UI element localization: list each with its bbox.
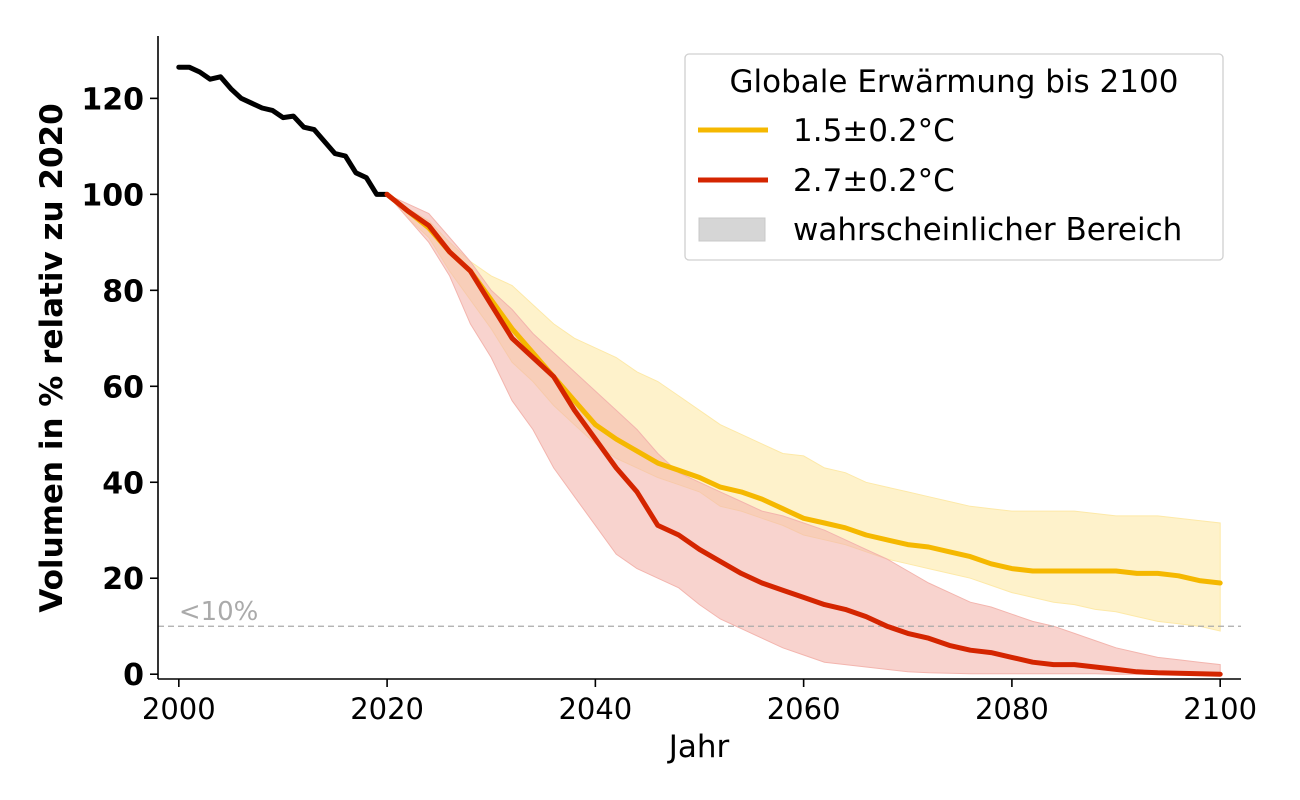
legend-label-2-7: 2.7±0.2°C	[793, 163, 955, 199]
threshold-label: <10%	[179, 597, 259, 627]
series-lines	[176, 64, 1223, 677]
y-tick-label: 60	[102, 370, 144, 405]
x-tick-label: 2040	[558, 692, 632, 726]
y-tick-label: 40	[102, 466, 144, 501]
legend-label-range: wahrscheinlicher Bereich	[793, 212, 1182, 248]
y-tick-label: 20	[102, 562, 144, 597]
series-line-2-7	[384, 191, 1223, 677]
legend-swatch-range	[698, 217, 766, 242]
y-tick-label: 80	[102, 274, 144, 309]
x-ticks: 2000 2020 2040 2060 2080 2100	[142, 679, 1257, 726]
y-axis-title: Volumen in % relativ zu 2020	[34, 103, 70, 612]
x-tick-label: 2100	[1183, 692, 1257, 726]
x-tick-label: 2020	[350, 692, 424, 726]
legend-label-1-5: 1.5±0.2°C	[793, 113, 955, 149]
x-tick-label: 2080	[975, 692, 1049, 726]
y-ticks: 0 20 40 60 80 100 120	[81, 82, 158, 693]
y-tick-label: 100	[81, 178, 144, 213]
legend: Globale Erwärmung bis 2100 1.5±0.2°C 2.7…	[684, 53, 1224, 261]
x-axis-title: Jahr	[667, 729, 730, 765]
x-tick-label: 2000	[142, 692, 216, 726]
y-tick-label: 120	[81, 82, 144, 117]
y-tick-label: 0	[123, 658, 144, 693]
legend-title: Globale Erwärmung bis 2100	[730, 64, 1179, 100]
series-line-1-5	[384, 191, 1223, 586]
likely-range-bands	[386, 193, 1221, 675]
threshold-group: <10%	[158, 597, 1241, 627]
x-tick-label: 2060	[767, 692, 841, 726]
range-band-2-7	[386, 193, 1221, 675]
historical-line	[176, 64, 390, 197]
legend-frame	[684, 53, 1224, 261]
